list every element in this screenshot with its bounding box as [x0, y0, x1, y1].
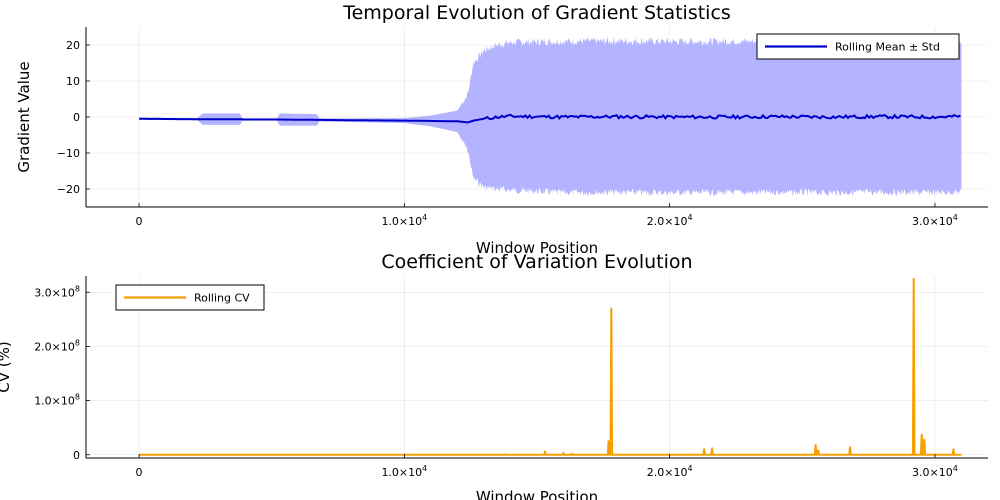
x-tick-label-exponent: 4 [953, 464, 958, 473]
y-tick-label: 2.0×108 [34, 338, 80, 353]
y-tick-label-mantissa: 1.0×10 [34, 395, 75, 408]
x-ticks-cv: 0 1.0×104 2.0×104 3.0×104 [136, 454, 958, 479]
x-axis-label-gradient-stats: Window Position [476, 239, 598, 257]
x-tick-label-exponent: 4 [687, 213, 692, 222]
y-tick-label-mantissa: 0 [73, 449, 80, 462]
legend-gradient-stats: Rolling Mean ± Std [756, 33, 960, 60]
mean-series-line [139, 113, 961, 124]
cv-panel: Coefficient of Variation Evolution Windo… [0, 251, 988, 500]
x-ticks-gradient-stats: 0 1.0×104 2.0×104 3.0×104 [136, 203, 958, 228]
y-ticks-gradient-stats: −20 −10 0 10 20 [57, 39, 90, 196]
y-tick-label: 20 [66, 39, 80, 52]
x-tick-label-exponent: 4 [422, 464, 427, 473]
x-tick-label: 1.0×104 [381, 464, 427, 479]
y-tick-label: 1.0×108 [34, 393, 80, 408]
x-tick-label: 0 [136, 466, 143, 479]
x-tick-label-mantissa: 3.0×10 [912, 215, 953, 228]
y-tick-label-exponent: 8 [75, 338, 80, 347]
x-tick-label-mantissa: 2.0×10 [647, 466, 688, 479]
chart-title-cv: Coefficient of Variation Evolution [381, 251, 692, 273]
x-tick-label: 0 [136, 215, 143, 228]
y-tick-label: 0 [73, 449, 80, 462]
y-tick-label: 3.0×108 [34, 284, 80, 299]
y-tick-label-exponent: 8 [75, 284, 80, 293]
x-tick-label-mantissa: 3.0×10 [912, 466, 953, 479]
x-tick-label-exponent: 4 [953, 213, 958, 222]
x-tick-label-exponent: 4 [687, 464, 692, 473]
x-tick-label-mantissa: 2.0×10 [647, 215, 688, 228]
y-tick-label: −10 [57, 147, 80, 160]
y-tick-label-exponent: 8 [75, 393, 80, 402]
y-axis-label-cv: CV (%) [0, 341, 13, 392]
x-tick-label-mantissa: 0 [136, 215, 143, 228]
cv-series-line [139, 277, 962, 456]
mean-line [139, 113, 961, 124]
x-tick-label-exponent: 4 [422, 213, 427, 222]
x-tick-label-mantissa: 1.0×10 [381, 215, 422, 228]
x-tick-label-mantissa: 0 [136, 466, 143, 479]
x-tick-label: 3.0×104 [912, 464, 958, 479]
axes-cv [85, 276, 988, 459]
cv-line [139, 277, 962, 456]
y-tick-label: 10 [66, 75, 80, 88]
gradient-stats-panel: Temporal Evolution of Gradient Statistic… [15, 2, 988, 257]
x-tick-label: 1.0×104 [381, 213, 427, 228]
x-tick-label: 2.0×104 [647, 213, 693, 228]
y-tick-label: 0 [73, 111, 80, 124]
legend-label-rolling-mean: Rolling Mean ± Std [835, 41, 940, 54]
x-tick-label-mantissa: 1.0×10 [381, 466, 422, 479]
x-axis-label-cv: Window Position [476, 488, 598, 500]
legend-label-rolling-cv: Rolling CV [194, 292, 250, 305]
x-tick-label: 3.0×104 [912, 213, 958, 228]
y-tick-label: −20 [57, 183, 80, 196]
y-tick-label-mantissa: 3.0×10 [34, 286, 75, 299]
y-axis-label-gradient-stats: Gradient Value [15, 61, 33, 172]
x-tick-label: 2.0×104 [647, 464, 693, 479]
chart-title-gradient-stats: Temporal Evolution of Gradient Statistic… [342, 2, 731, 24]
legend-cv: Rolling CV [115, 284, 265, 311]
y-tick-label-mantissa: 2.0×10 [34, 340, 75, 353]
